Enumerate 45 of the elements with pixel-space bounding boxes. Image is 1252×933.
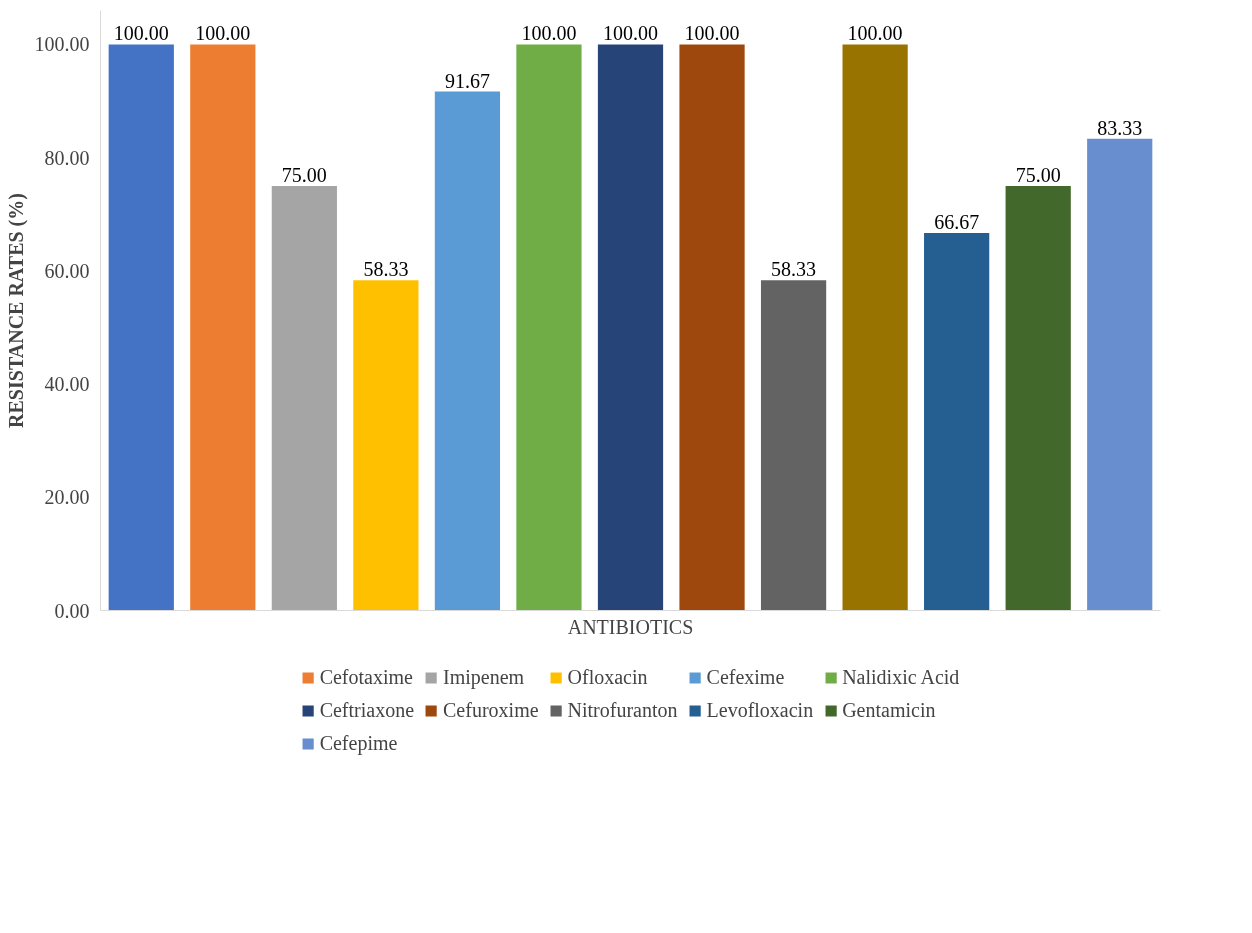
bar (1087, 138, 1153, 611)
legend-label: Ofloxacin (567, 665, 648, 689)
y-tick-label: 20.00 (44, 486, 90, 509)
data-label: 100.00 (521, 22, 577, 45)
bar (760, 280, 827, 611)
bar (842, 44, 908, 611)
y-tick-label: 80.00 (44, 146, 90, 169)
bar (516, 44, 582, 611)
legend-label: Nitrofuranton (567, 698, 678, 722)
bar (597, 44, 664, 611)
y-tick-label: 100.00 (34, 33, 90, 56)
bar (271, 185, 337, 611)
legend-label: Cefepime (319, 731, 398, 755)
legend-label: Nalidixic Acid (842, 665, 960, 689)
y-tick-label: 60.00 (44, 259, 90, 282)
data-label: 91.67 (444, 69, 490, 92)
legend-label: Cefotaxime (319, 665, 413, 689)
data-label: 58.33 (363, 258, 409, 281)
data-label: 58.33 (771, 258, 817, 281)
legend-label: Cefexime (706, 665, 785, 689)
data-label: 100.00 (684, 22, 740, 45)
bar (924, 233, 990, 611)
legend-label: Levofloxacin (706, 698, 814, 722)
data-label: 75.00 (1015, 163, 1061, 186)
data-label: 100.00 (113, 22, 169, 45)
legend-label: Imipenem (443, 665, 525, 689)
bar (679, 44, 745, 611)
data-label: 75.00 (281, 163, 327, 186)
y-tick-label: 40.00 (44, 373, 90, 396)
data-label: 100.00 (603, 22, 658, 45)
data-label: 66.67 (934, 211, 980, 234)
y-axis-title: RESISTANCE RATES (%) (4, 193, 28, 428)
bar (190, 44, 256, 611)
bar (108, 44, 174, 611)
legend-label: Gentamicin (842, 698, 936, 722)
legend-label: Cefuroxime (443, 698, 539, 722)
x-axis-title: ANTIBIOTICS (567, 615, 694, 638)
data-label: 100.00 (847, 22, 903, 45)
data-label: 83.33 (1097, 116, 1143, 139)
bar (1005, 185, 1071, 611)
bar (353, 280, 419, 611)
legend-label: Ceftriaxone (319, 698, 415, 722)
y-tick-label: 0.00 (54, 599, 90, 622)
data-label: 100.00 (195, 22, 251, 45)
bar (434, 91, 501, 611)
